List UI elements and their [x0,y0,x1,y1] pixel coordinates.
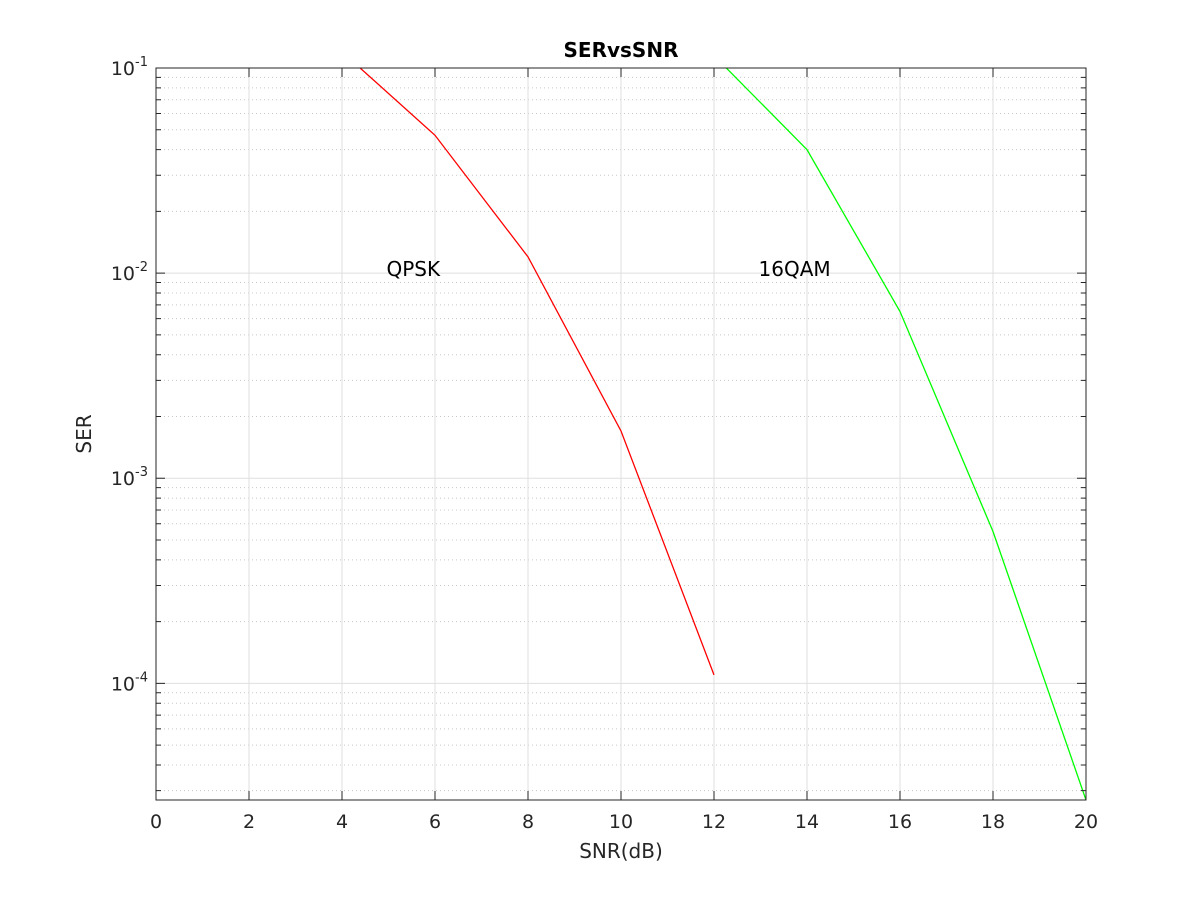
y-tick-label: 10-2 [111,260,148,285]
series-line-16qam [725,68,1086,800]
y-tick-label: 10-1 [111,55,148,80]
labels: SERvsSNR SNR(dB) SER [72,38,678,863]
y-tick-label: 10-4 [111,670,148,695]
chart-title: SERvsSNR [564,38,679,62]
x-tick-label: 4 [336,811,348,833]
x-tick-label: 18 [981,811,1005,833]
x-tick-label: 0 [150,811,162,833]
x-tick-label: 20 [1074,811,1098,833]
x-tick-label: 2 [243,811,255,833]
series-line-qpsk [359,68,715,676]
annotation-qpsk: QPSK [387,257,441,281]
axes: 10-1 10-2 10-3 10-4 0 2 4 6 8 10 12 14 16 18 20 [111,55,1098,833]
y-tick-label: 10-3 [111,465,148,490]
grid [155,67,1087,800]
x-tick-label: 12 [702,811,726,833]
annotation-16qam: 16QAM [759,257,831,281]
axes-box [155,67,1087,801]
x-tick-label: 16 [888,811,912,833]
x-tick-label: 8 [522,811,534,833]
y-axis-label: SER [72,414,96,453]
series-layer: QPSK 16QAM [359,68,1086,800]
x-axis-label: SNR(dB) [579,839,663,863]
x-tick-label: 14 [795,811,819,833]
x-tick-label: 10 [609,811,633,833]
x-tick-label: 6 [429,811,441,833]
